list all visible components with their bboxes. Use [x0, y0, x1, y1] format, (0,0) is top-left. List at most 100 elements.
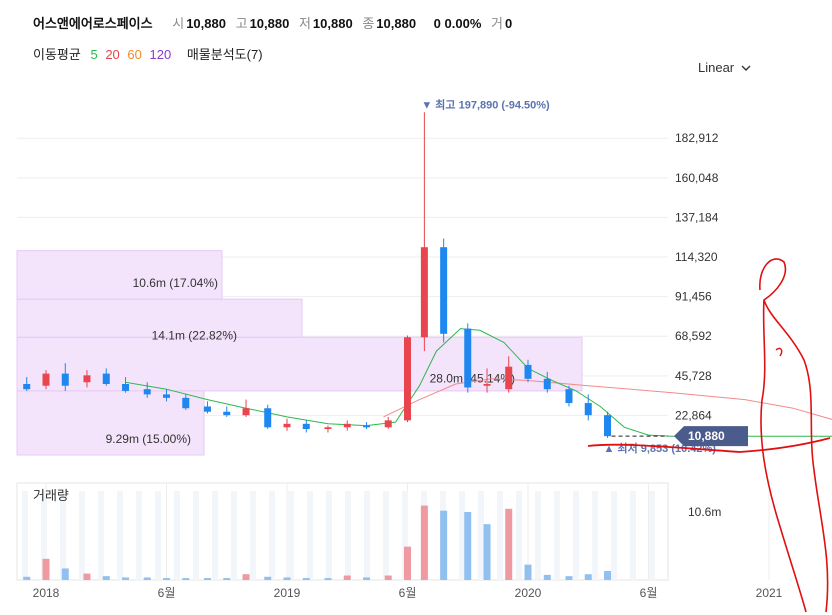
- candle-body: [464, 328, 472, 388]
- volume-bar: [182, 578, 190, 580]
- volume-bar: [242, 574, 250, 580]
- ma-legend-label[interactable]: 이동평균: [33, 47, 81, 62]
- high-value: 10,880: [249, 16, 290, 31]
- time-tick-label: 2019: [274, 586, 301, 600]
- open-label: 시: [172, 16, 185, 31]
- volume-bar: [404, 546, 411, 580]
- candle-body: [102, 373, 110, 384]
- candle-body: [42, 373, 50, 386]
- volume-bar: [163, 578, 170, 580]
- candle-body: [440, 247, 448, 334]
- volume-profile-band: [16, 390, 205, 456]
- ma-legend-20[interactable]: 20: [105, 47, 120, 62]
- volume-profile-label: 10.6m (17.04%): [133, 276, 218, 290]
- volume-panel-label: 거래량: [33, 488, 69, 503]
- candle-body: [584, 403, 592, 416]
- volume-bar: [122, 577, 130, 580]
- candle-body: [182, 397, 190, 409]
- volume-profile-label: 9.29m (15.00%): [106, 432, 191, 446]
- ma20-line: [383, 378, 832, 420]
- axes: 182,912 160,048 137,184 114,320 91,456 68,592…: [33, 131, 783, 600]
- candle-body: [384, 420, 392, 428]
- candle-body: [483, 384, 491, 386]
- volume-panel-frame: [16, 482, 669, 581]
- volume-bar: [203, 578, 211, 580]
- volume-profile-legend[interactable]: 매물분석도(7): [186, 47, 263, 62]
- volume-bar: [223, 578, 231, 580]
- volume-bar: [604, 571, 612, 580]
- candle-body: [264, 408, 272, 428]
- close-label: 종: [362, 16, 375, 31]
- price-tick-label: 160,048: [675, 171, 719, 185]
- close-value: 10,880: [376, 16, 417, 31]
- volume-profile-band: [16, 336, 583, 392]
- price-tick-label: 91,456: [675, 290, 712, 304]
- volume-profile-band: [16, 298, 303, 338]
- indicator-legend: 이동평균 5 20 60 120 매물분석도(7): [33, 44, 267, 63]
- volume-label: 거: [491, 16, 503, 31]
- time-tick-label: 2021: [756, 586, 783, 600]
- volume-tick-label: 10.6m: [688, 505, 721, 519]
- price-tick-label: 68,592: [675, 329, 712, 343]
- price-tick-label: 137,184: [675, 210, 719, 224]
- low-value: 10,880: [312, 16, 353, 31]
- candle-body: [122, 384, 130, 391]
- time-tick-label: 2020: [515, 586, 542, 600]
- quote-summary: 어스앤에어로스페이스 시 10,880 고 10,880 저 10,880 종 10,8…: [33, 13, 512, 32]
- volume-bar: [42, 558, 50, 580]
- scale-toggle-button[interactable]: Linear: [698, 60, 751, 75]
- volume-bar: [363, 577, 371, 580]
- price-tick-label: 22,864: [675, 408, 712, 422]
- hand-drawn-annotation: [587, 258, 831, 613]
- candle-body: [143, 389, 151, 395]
- candle-body: [163, 394, 170, 398]
- current-price-label: 10,880: [688, 429, 725, 443]
- current-price-tag: [674, 426, 748, 447]
- open-value: 10,880: [186, 16, 226, 31]
- price-tick-label: 45,728: [675, 369, 712, 383]
- ma5-line: [125, 328, 832, 437]
- candle-body: [283, 423, 291, 428]
- candle-body: [23, 384, 31, 390]
- candle-body: [61, 373, 69, 386]
- candle-body: [604, 415, 612, 437]
- chart-header: 어스앤에어로스페이스 시 10,880 고 10,880 저 10,880 종 10,8…: [0, 0, 832, 90]
- candle-body: [420, 247, 428, 338]
- volume-profile-band: [16, 250, 223, 300]
- candle-body: [203, 406, 211, 412]
- high-marker-label: ▼ 최고 197,890 (-94.50%): [421, 97, 550, 111]
- chevron-down-icon: [741, 65, 751, 71]
- volume-profile: 28.0m (45.14%) 14.1m (22.82%) 10.6m (17.04…: [16, 250, 583, 456]
- scale-label: Linear: [698, 60, 735, 75]
- candle-body: [242, 408, 250, 416]
- volume-bar: [464, 511, 472, 580]
- volume-bar: [420, 505, 428, 580]
- time-tick-label: 6월: [399, 586, 417, 600]
- volume-bar: [264, 576, 272, 580]
- candles: [23, 112, 612, 438]
- candle-body: [223, 411, 231, 416]
- volume-bar: [83, 573, 91, 580]
- volume-bar: [61, 568, 69, 580]
- volume-panel: 거래량 10.6m: [16, 482, 770, 581]
- volume-bar: [102, 576, 110, 580]
- change-value: 0 0.00%: [433, 16, 482, 31]
- candle-body: [505, 366, 513, 390]
- volume-bar: [143, 577, 151, 580]
- volume-bar: [505, 508, 513, 580]
- candle-body: [543, 378, 551, 390]
- candle-body: [404, 337, 411, 421]
- volume-bar: [524, 564, 532, 580]
- volume-bar: [543, 574, 551, 580]
- candle-body: [83, 375, 91, 383]
- time-tick-label: 6월: [158, 586, 176, 600]
- ma-legend-5[interactable]: 5: [90, 47, 98, 62]
- ma-legend-60[interactable]: 60: [127, 47, 142, 62]
- ma-legend-120[interactable]: 120: [149, 47, 172, 62]
- price-markers: ▼ 최고 197,890 (-94.50%)▲ 최저 9,853 (10.42%…: [421, 97, 748, 455]
- moving-averages: [125, 328, 832, 437]
- volume-bar: [343, 575, 351, 580]
- volume-profile-label: 28.0m (45.14%): [430, 371, 515, 385]
- high-label: 고: [235, 16, 248, 31]
